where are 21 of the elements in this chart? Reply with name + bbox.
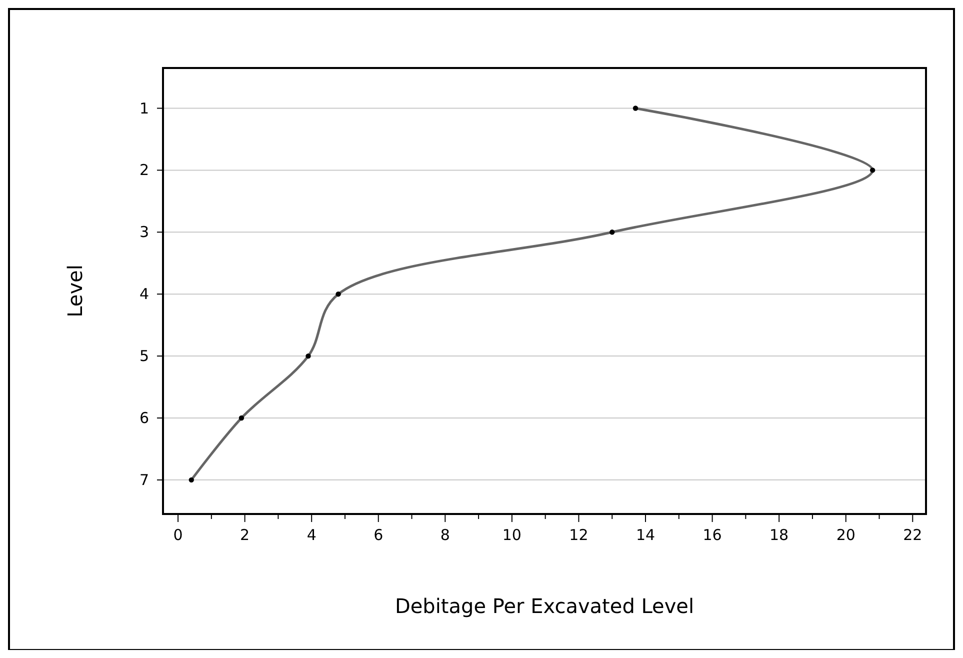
- x-tick-label: 10: [502, 526, 522, 544]
- y-tick-label: 4: [139, 285, 149, 304]
- x-tick-label: 16: [702, 526, 722, 544]
- x-tick-label: 22: [903, 526, 922, 544]
- x-tick-label: 6: [374, 526, 384, 544]
- x-tick-label: 14: [636, 526, 656, 544]
- y-tick-label: 2: [139, 161, 149, 180]
- x-tick-label: 18: [770, 526, 789, 544]
- x-tick-label: 12: [569, 526, 588, 544]
- y-tick-label: 3: [139, 223, 149, 242]
- x-tick-label: 8: [440, 526, 450, 544]
- y-tick-label: 5: [139, 347, 149, 366]
- y-axis-title: Level: [63, 264, 87, 318]
- x-axis-title: Debitage Per Excavated Level: [394, 594, 694, 618]
- x-tick-label: 20: [836, 526, 856, 544]
- y-tick-label: 7: [139, 470, 149, 489]
- x-tick-label: 4: [306, 526, 316, 544]
- x-tick-label: 2: [240, 526, 250, 544]
- y-tick-label: 6: [139, 408, 149, 427]
- x-tick-label: 0: [173, 526, 183, 544]
- y-tick-label: 1: [139, 99, 149, 118]
